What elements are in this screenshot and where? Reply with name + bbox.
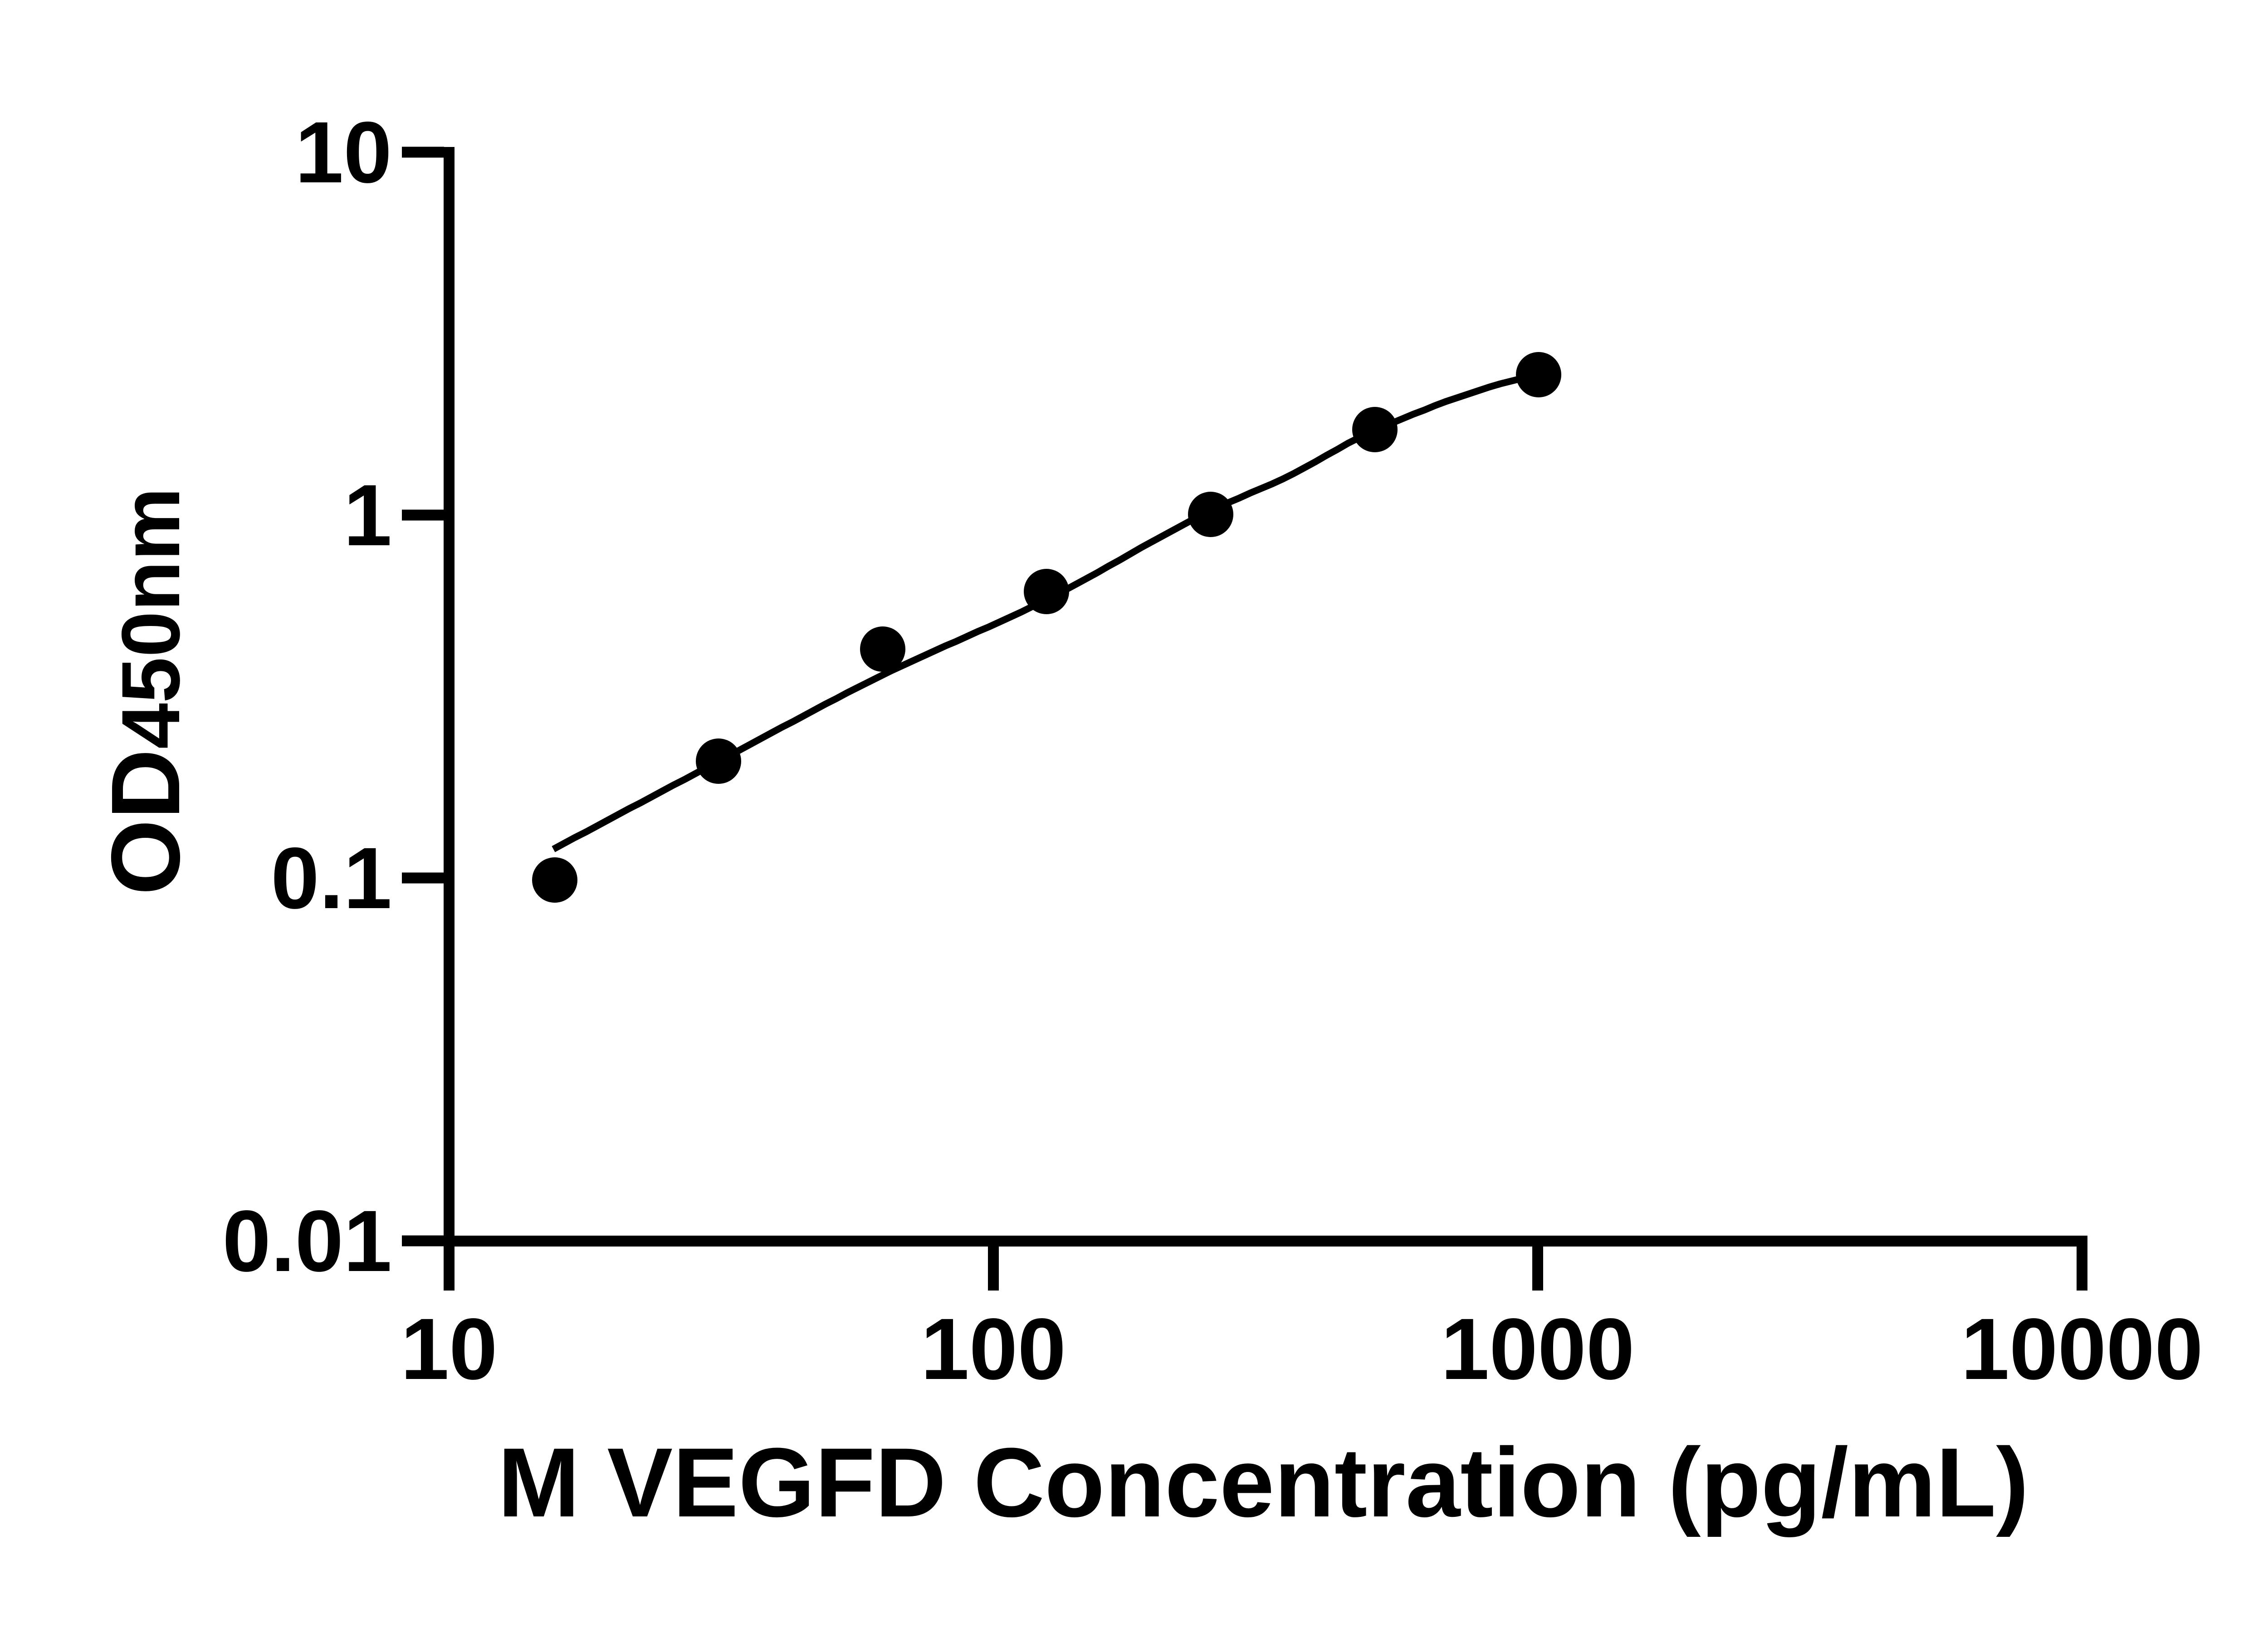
svg-text:0.1: 0.1 [271, 829, 392, 927]
svg-text:10000: 10000 [1961, 1300, 2203, 1398]
svg-text:OD450nm: OD450nm [91, 487, 200, 895]
svg-text:0.01: 0.01 [222, 1192, 392, 1290]
svg-text:100: 100 [921, 1300, 1066, 1398]
svg-text:10: 10 [295, 103, 392, 201]
svg-text:M VEGFD Concentration (pg/mL): M VEGFD Concentration (pg/mL) [498, 1428, 2028, 1537]
svg-text:10: 10 [401, 1300, 498, 1398]
svg-text:1000: 1000 [1441, 1300, 1634, 1398]
svg-text:1: 1 [343, 466, 392, 564]
